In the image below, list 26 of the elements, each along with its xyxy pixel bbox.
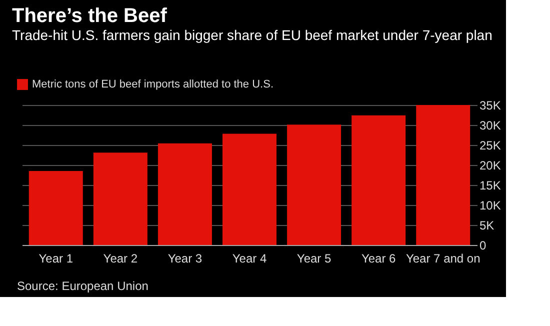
y-tick-label: 10K <box>480 198 501 212</box>
x-tick-label: Year 3 <box>168 252 202 266</box>
y-tick-label: 15K <box>480 178 501 192</box>
bar <box>158 143 212 245</box>
y-tick-label: 0 <box>480 238 486 252</box>
x-tick-label: Year 6 <box>361 252 396 266</box>
bar <box>28 171 83 245</box>
bar <box>287 124 342 245</box>
bar <box>352 115 406 245</box>
y-tick-label: 20K <box>480 158 501 172</box>
chart-title: There’s the Beef <box>12 5 168 27</box>
x-tick-label: Year 7 and on <box>406 252 480 266</box>
y-tick-label: 5K <box>480 218 494 232</box>
y-tick-label: 30K <box>480 118 501 132</box>
x-tick-label: Year 1 <box>38 252 74 266</box>
x-tick-label: Year 2 <box>103 252 138 266</box>
bar <box>93 152 148 245</box>
bar <box>222 134 276 245</box>
legend-label: Metric tons of EU beef imports allotted to the U.S. <box>32 78 274 90</box>
source-note: Source: European Union <box>17 279 148 293</box>
bar <box>416 105 470 245</box>
y-tick-label: 25K <box>480 138 501 152</box>
y-tick-label: 35K <box>480 98 501 112</box>
x-tick-label: Year 4 <box>232 252 267 266</box>
x-tick-label: Year 5 <box>296 252 332 266</box>
chart-subtitle: Trade-hit U.S. farmers gain bigger share of EU beef market under 7-year plan <box>12 27 492 43</box>
